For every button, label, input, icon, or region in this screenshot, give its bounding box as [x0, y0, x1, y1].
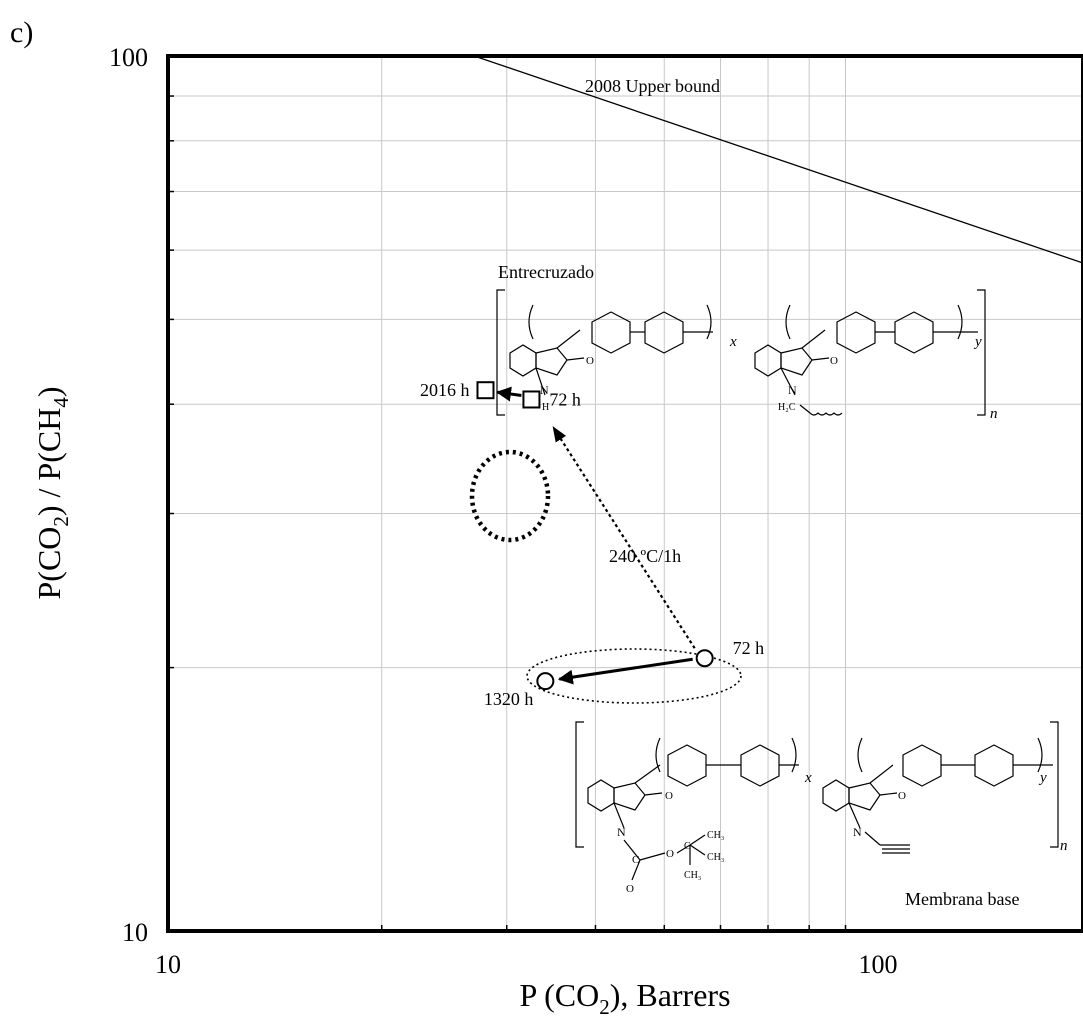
circle-point: [536, 672, 555, 691]
crosslinked-group-ellipse: [469, 449, 551, 543]
svg-text:O: O: [665, 790, 673, 802]
svg-text:O: O: [830, 355, 838, 367]
svg-text:O: O: [626, 883, 634, 895]
x-axis-label: P (CO2), Barrers: [519, 977, 730, 1019]
crosslink-arrow: [552, 426, 696, 649]
y-axis-label: P(CO2) / P(CH4): [31, 386, 73, 599]
svg-text:O: O: [898, 790, 906, 802]
svg-text:O: O: [666, 848, 674, 860]
svg-text:n: n: [990, 406, 998, 422]
svg-text:H₂C: H₂C: [778, 402, 796, 413]
point-label: 72 h: [733, 638, 765, 658]
svg-text:N: N: [617, 825, 626, 839]
square-point: [476, 381, 495, 400]
circle-point: [695, 649, 714, 668]
svg-text:x: x: [729, 334, 737, 350]
svg-text:CH₃: CH₃: [707, 852, 724, 863]
plot-frame: [166, 54, 1083, 933]
svg-text:N: N: [540, 383, 549, 397]
svg-text:x: x: [804, 770, 812, 786]
crosslinked-aging-arrow: [495, 386, 522, 402]
upper-bound-line: [474, 55, 1083, 264]
x-tick-label: 10: [155, 950, 181, 979]
y-tick-label: 100: [109, 43, 148, 72]
svg-text:N: N: [853, 825, 862, 839]
annotation-membrana-base: Membrana base: [905, 889, 1019, 909]
svg-text:N: N: [788, 383, 797, 397]
svg-text:y: y: [973, 334, 982, 350]
svg-text:C: C: [684, 841, 691, 852]
svg-text:CH₃: CH₃: [707, 830, 724, 841]
base-membrane-structure-labels: x y n O O N N C O O C CH₃ CH₃ CH₃: [617, 770, 1068, 895]
svg-text:n: n: [1060, 838, 1068, 854]
grid: [168, 56, 1083, 931]
crosslinked-structure-diagram: [496, 289, 986, 416]
base-group-ellipse: [526, 648, 742, 704]
x-tick-label: 100: [859, 950, 898, 979]
y-tick-labels: 10 100: [109, 43, 148, 947]
base-membrane-structure-diagram: [575, 721, 1059, 881]
svg-text:O: O: [586, 355, 594, 367]
point-label: 72 h: [549, 389, 581, 409]
y-tick-label: 10: [122, 918, 148, 947]
base-aging-arrow: [557, 657, 693, 685]
annotation-crosslink: 240 ºC/1h: [609, 546, 681, 566]
point-label: 2016 h: [420, 380, 470, 400]
annotation-entrecruzado: Entrecruzado: [498, 262, 594, 282]
svg-text:C: C: [632, 854, 639, 866]
square-point: [522, 390, 541, 409]
svg-text:CH₃: CH₃: [684, 870, 701, 881]
upper-bound-label: 2008 Upper bound: [585, 76, 720, 96]
data-points: 2016 h 72 h 72 h 1320 h: [420, 380, 764, 709]
x-tick-labels: 10 100: [155, 950, 898, 979]
svg-text:y: y: [1038, 770, 1047, 786]
point-label: 1320 h: [484, 689, 534, 709]
crosslinked-structure-labels: x y n O O N H N H₂C: [540, 334, 998, 422]
panel-label: c): [10, 16, 33, 49]
svg-text:H: H: [542, 402, 549, 413]
